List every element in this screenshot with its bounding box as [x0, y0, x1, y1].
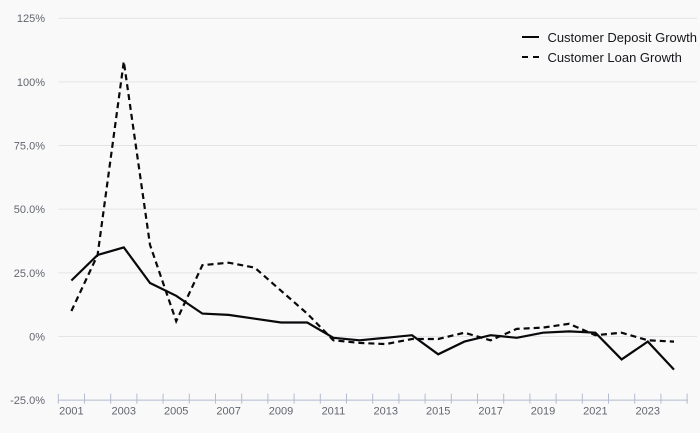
y-tick-label: 100% — [17, 77, 45, 89]
y-tick-label: -25.0% — [10, 395, 45, 407]
x-tick-label: 2021 — [583, 406, 607, 418]
y-tick-label: 0% — [29, 332, 45, 344]
y-tick-label: 50.0% — [14, 204, 45, 216]
x-tick-label: 2015 — [426, 406, 450, 418]
x-tick-label: 2023 — [636, 406, 660, 418]
legend-swatch-dashed-line — [522, 56, 540, 58]
x-tick-label: 2009 — [269, 406, 293, 418]
x-tick-label: 2011 — [322, 406, 346, 418]
legend-item-loan: Customer Loan Growth — [522, 47, 682, 67]
x-tick-label: 2017 — [478, 406, 502, 418]
x-tick-label: 2007 — [216, 406, 240, 418]
x-tick-label: 2013 — [374, 406, 398, 418]
x-tick-label: 2019 — [531, 406, 555, 418]
y-tick-label: 125% — [17, 13, 45, 25]
series-line-loan — [70, 61, 675, 346]
legend-swatch-solid-line — [522, 36, 540, 38]
legend-item-deposit: Customer Deposit Growth — [522, 27, 697, 47]
series-line-deposit — [70, 246, 675, 371]
chart-legend: Customer Deposit Growth Customer Loan Gr… — [522, 27, 697, 67]
x-tick-label: 2001 — [59, 406, 83, 418]
legend-label-loan: Customer Loan Growth — [547, 49, 682, 65]
x-tick-label: 2005 — [164, 406, 188, 418]
y-tick-label: 75.0% — [14, 141, 45, 153]
legend-label-deposit: Customer Deposit Growth — [547, 29, 697, 45]
x-tick-label: 2003 — [112, 406, 136, 418]
y-tick-label: 25.0% — [14, 268, 45, 280]
